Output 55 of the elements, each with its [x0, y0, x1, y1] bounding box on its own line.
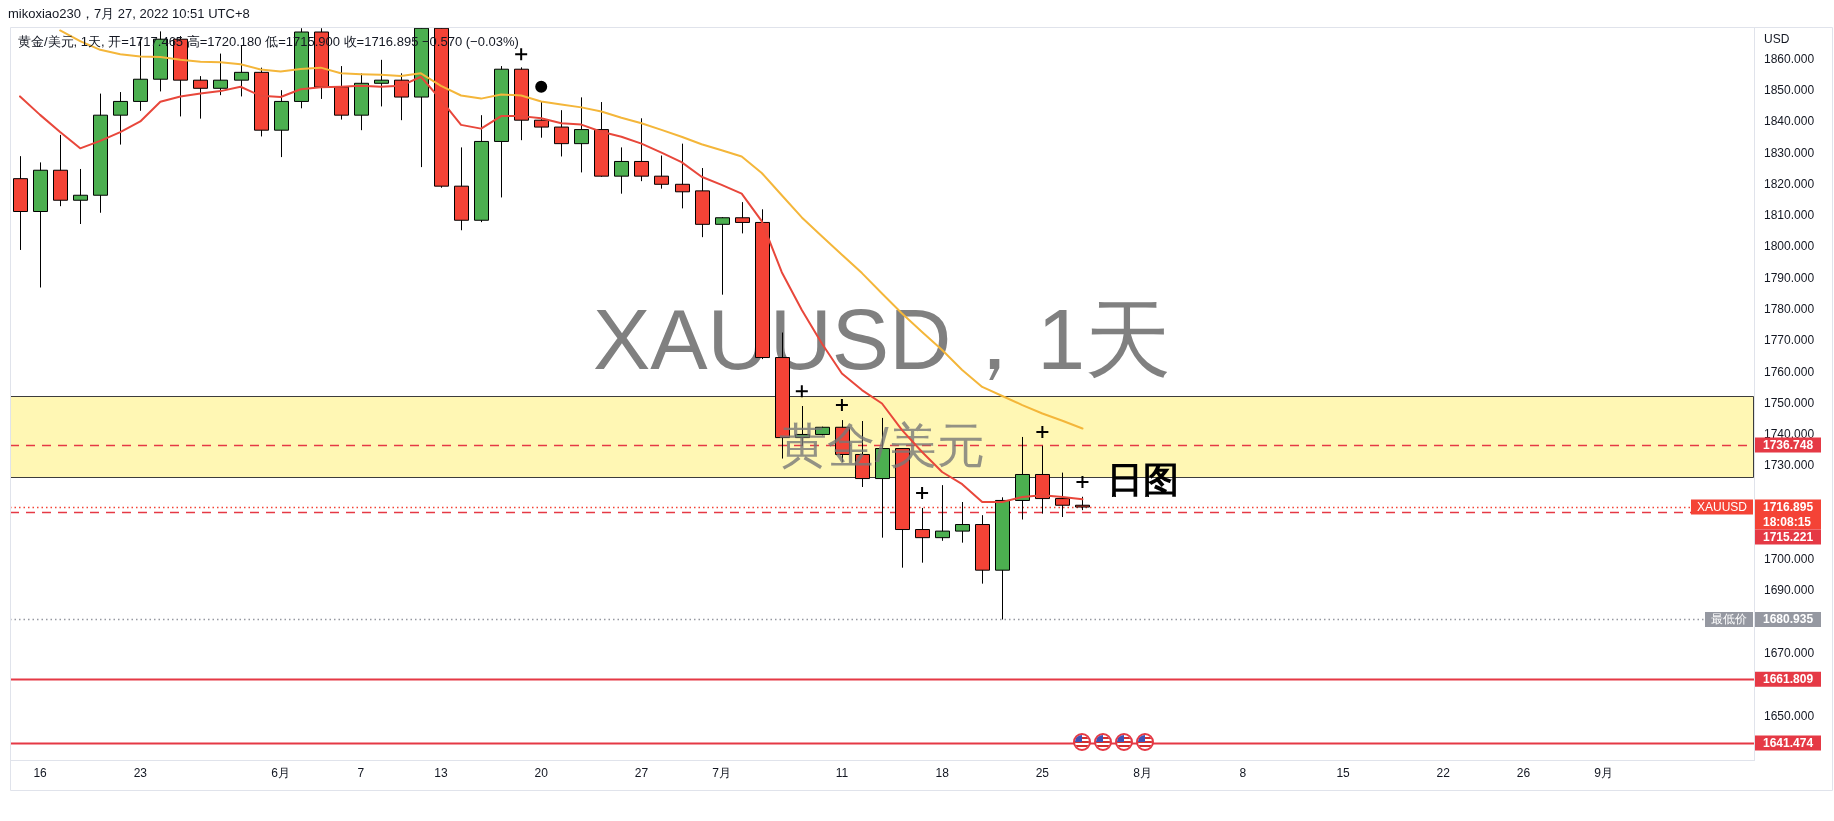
ref-line-label: 1716.895 [1763, 499, 1814, 514]
annotation: 最低价 [1711, 612, 1747, 627]
y-tick-label: 1770.000 [1764, 333, 1815, 348]
ref-line-label: 1641.474 [1763, 735, 1814, 750]
point [1075, 475, 1090, 489]
y-tick-label: 1730.000 [1764, 458, 1815, 473]
x-tick-label: 20 [534, 765, 549, 780]
x-tick-label: 11 [835, 765, 849, 780]
y-tick-label: 1850.000 [1764, 83, 1815, 98]
point [834, 398, 849, 413]
y-tick-label: 1780.000 [1764, 302, 1815, 317]
point [514, 47, 529, 62]
x-tick-label: 15 [1336, 765, 1351, 780]
ref-line-label: 1736.748 [1763, 437, 1814, 452]
x-tick-label: 7月 [712, 765, 731, 780]
y-tick-label: 1790.000 [1764, 270, 1815, 285]
y-tick-label: 1800.000 [1764, 239, 1815, 254]
y-tick-label: 1650.000 [1764, 708, 1815, 723]
x-tick-label: 23 [133, 765, 148, 780]
ref-line-label: 1661.809 [1763, 672, 1814, 687]
y-axis-title: USD [1764, 32, 1790, 47]
y-tick-label: 1830.000 [1764, 145, 1815, 160]
y-tick-label: 1860.000 [1764, 51, 1815, 66]
x-tick-label: 27 [634, 765, 649, 780]
x-tick-label: 26 [1516, 765, 1531, 780]
y-tick-label: 1820.000 [1764, 176, 1815, 191]
y-tick-label: 1750.000 [1764, 395, 1815, 410]
point [794, 384, 809, 399]
y-tick-label: 1690.000 [1764, 583, 1815, 598]
x-tick-label: 8月 [1133, 765, 1152, 780]
x-tick-label: 16 [33, 765, 48, 780]
text: 18:08:15 [1763, 514, 1812, 529]
y-tick-label: 1810.000 [1764, 208, 1815, 223]
text: mikoxiao230，7月 27, 2022 10:51 UTC+8 [8, 6, 250, 22]
point [535, 80, 548, 93]
ref-line-label: 1715.221 [1763, 529, 1814, 544]
point [915, 485, 930, 500]
x-tick-label: 8 [1239, 765, 1247, 780]
y-tick-label: 1840.000 [1764, 114, 1815, 129]
annotation: XAUUSD [1696, 499, 1748, 514]
x-tick-label: 25 [1035, 765, 1050, 780]
y-tick-label: 1670.000 [1764, 645, 1815, 660]
candlestick [735, 201, 750, 234]
x-tick-label: 7 [357, 765, 365, 780]
y-tick-label: 1760.000 [1764, 364, 1815, 379]
x-tick-label: 9月 [1594, 765, 1613, 780]
candlestick [955, 501, 970, 544]
x-tick-label: 22 [1436, 765, 1451, 780]
y-tick-label: 1700.000 [1764, 552, 1815, 567]
ref-line-label: 1680.935 [1763, 612, 1814, 627]
candlestick [715, 216, 730, 296]
x-tick-label: 6月 [271, 765, 290, 780]
point [1035, 424, 1050, 439]
x-tick-label: 18 [935, 765, 950, 780]
x-tick-label: 13 [434, 765, 448, 780]
